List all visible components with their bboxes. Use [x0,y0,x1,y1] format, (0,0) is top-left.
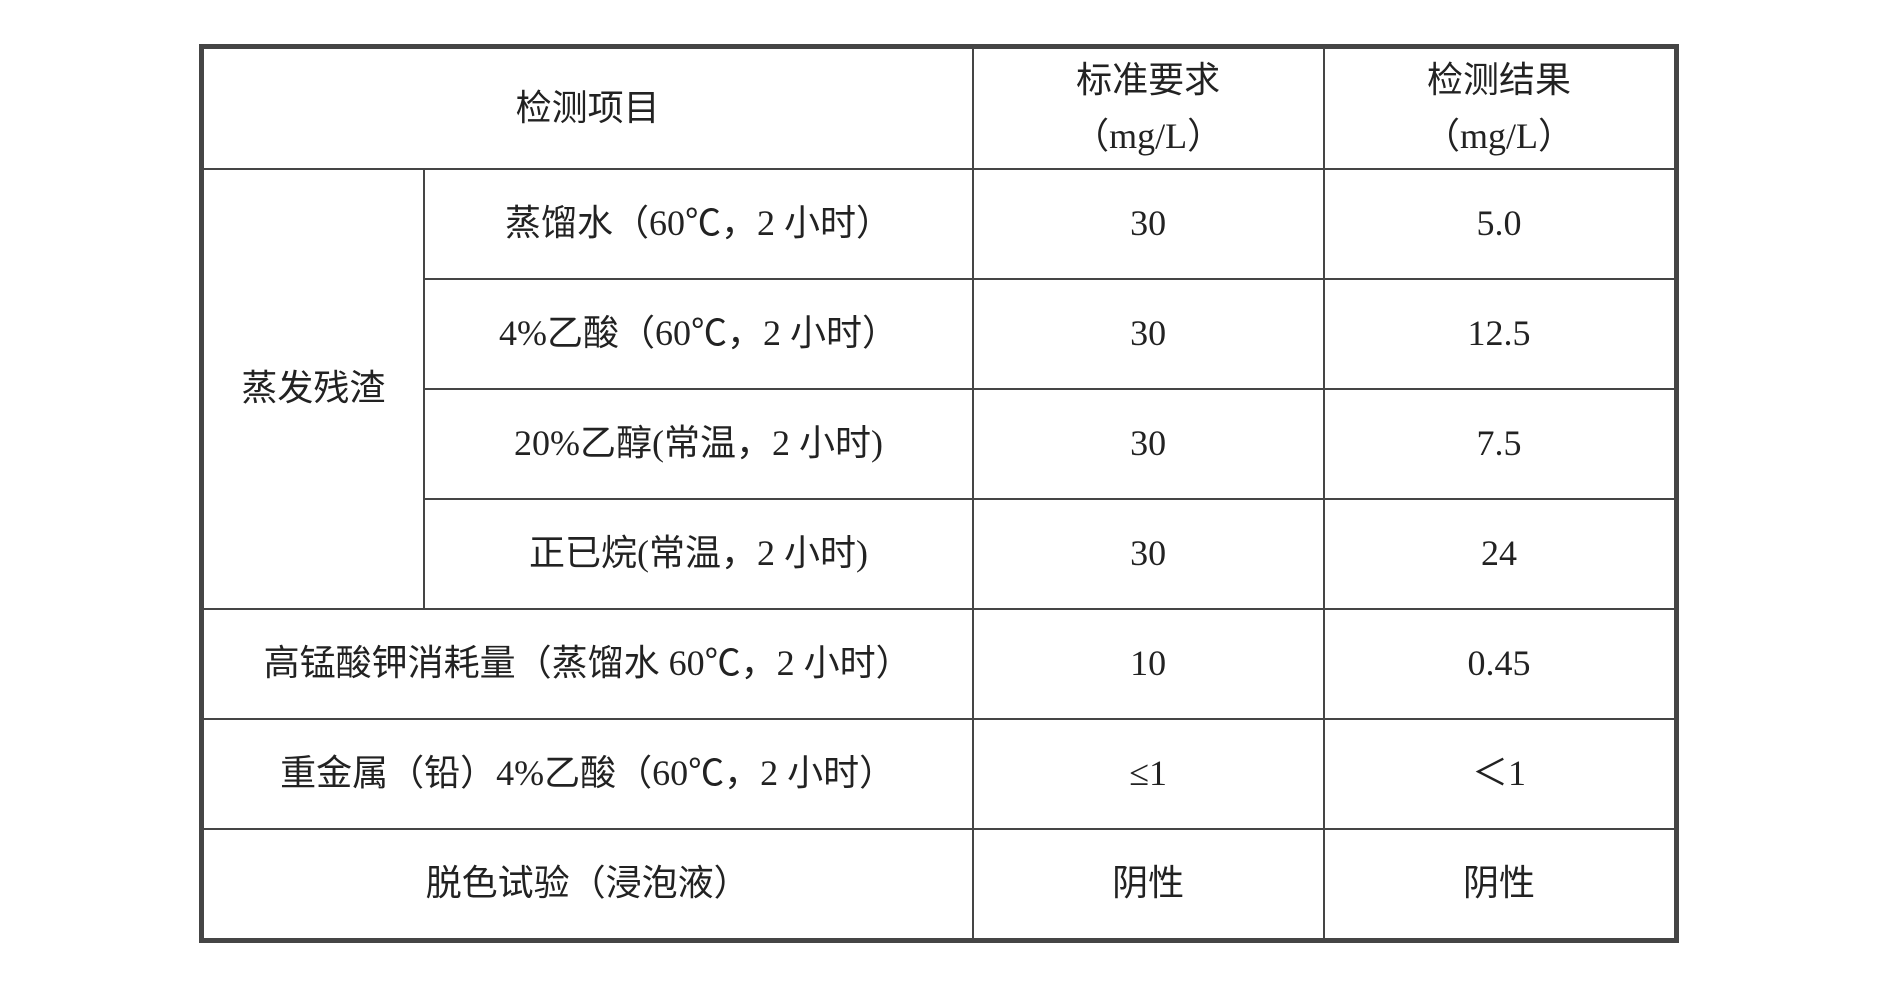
evap-r4-std: 30 [973,499,1324,609]
evap-r1-res: 5.0 [1324,169,1676,279]
evap-r4-cond: 正已烷(常温，2 小时) [424,499,972,609]
row-metal-name: 重金属（铅）4%乙酸（60℃，2 小时） [201,719,973,829]
row-decolor-std: 阴性 [973,829,1324,941]
group-evap-residue: 蒸发残渣 [201,169,424,609]
evap-r3-res: 7.5 [1324,389,1676,499]
row-kmno4-name: 高锰酸钾消耗量（蒸馏水 60℃，2 小时） [201,609,973,719]
header-result-l1: 检测结果 [1427,60,1571,100]
evap-r1-std: 30 [973,169,1324,279]
row-kmno4-res: 0.45 [1324,609,1676,719]
header-standard-l2: （mg/L） [1073,116,1223,156]
header-standard-l1: 标准要求 [1076,60,1220,100]
row-kmno4-std: 10 [973,609,1324,719]
row-decolor-res: 阴性 [1324,829,1676,941]
evap-r2-res: 12.5 [1324,279,1676,389]
evap-r4-res: 24 [1324,499,1676,609]
evap-r2-cond: 4%乙酸（60℃，2 小时） [424,279,972,389]
test-results-table: 检测项目 标准要求 （mg/L） 检测结果 （mg/L） 蒸发残渣 蒸馏水（60… [199,44,1679,944]
header-result: 检测结果 （mg/L） [1324,46,1676,169]
row-decolor-name: 脱色试验（浸泡液） [201,829,973,941]
header-result-l2: （mg/L） [1424,116,1574,156]
evap-r3-std: 30 [973,389,1324,499]
row-metal-res: ＜1 [1324,719,1676,829]
evap-r1-cond: 蒸馏水（60℃，2 小时） [424,169,972,279]
evap-r3-cond: 20%乙醇(常温，2 小时) [424,389,972,499]
evap-r2-std: 30 [973,279,1324,389]
row-metal-std: ≤1 [973,719,1324,829]
header-standard: 标准要求 （mg/L） [973,46,1324,169]
header-item: 检测项目 [201,46,973,169]
